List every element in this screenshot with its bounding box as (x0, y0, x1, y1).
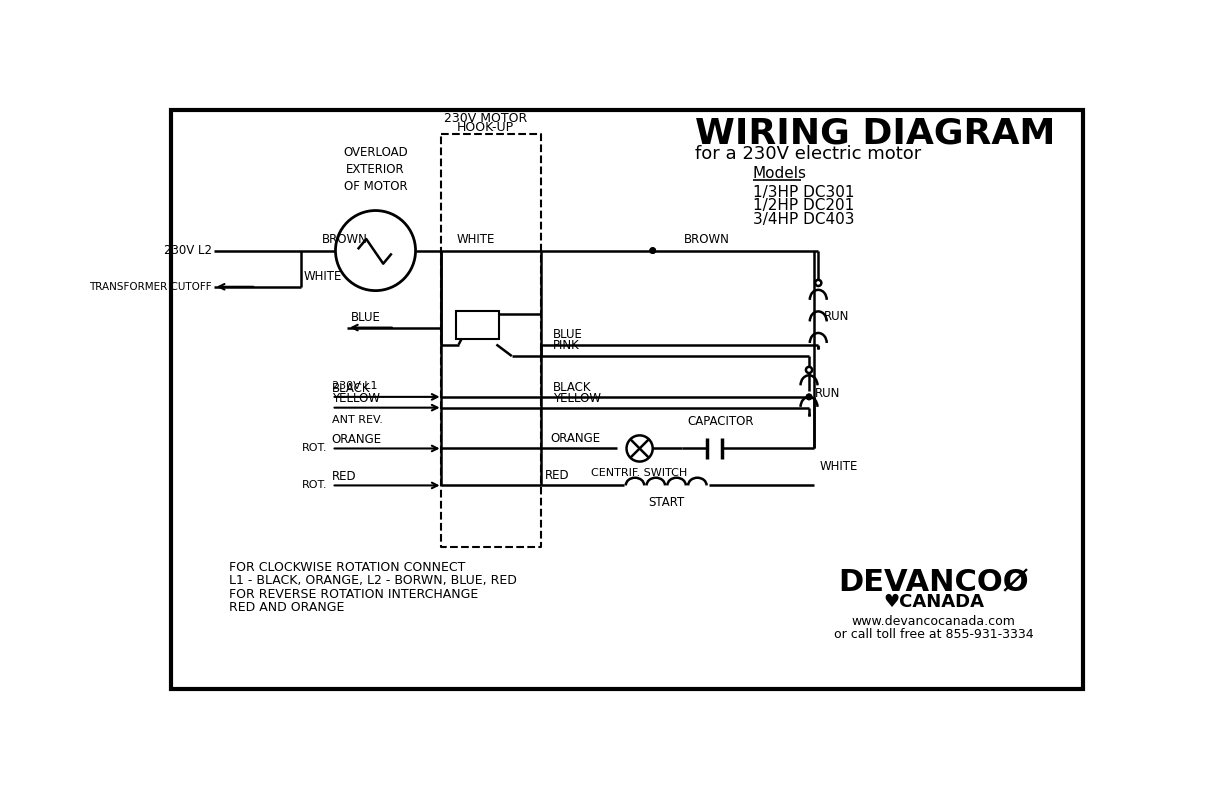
Text: BLUE: BLUE (351, 310, 381, 324)
Text: WHITE: WHITE (304, 270, 341, 283)
Text: YELLOW: YELLOW (552, 391, 601, 405)
Circle shape (807, 394, 812, 400)
Text: ORANGE: ORANGE (551, 432, 601, 445)
Text: HOOK-UP: HOOK-UP (457, 121, 514, 134)
Text: or call toll free at 855-931-3334: or call toll free at 855-931-3334 (834, 627, 1033, 641)
Text: BROWN: BROWN (322, 233, 367, 246)
FancyBboxPatch shape (171, 110, 1083, 690)
Text: FOR CLOCKWISE ROTATION CONNECT: FOR CLOCKWISE ROTATION CONNECT (229, 562, 465, 574)
Text: BLACK: BLACK (332, 382, 370, 394)
Text: START: START (649, 497, 684, 509)
Circle shape (650, 248, 655, 253)
Text: RED AND ORANGE: RED AND ORANGE (229, 600, 345, 614)
Text: Models: Models (753, 166, 807, 181)
Text: www.devancocanada.com: www.devancocanada.com (852, 615, 1016, 628)
Text: OVERLOAD
EXTERIOR
OF MOTOR: OVERLOAD EXTERIOR OF MOTOR (343, 146, 408, 192)
Text: for a 230V electric motor: for a 230V electric motor (695, 145, 922, 162)
Text: BLACK: BLACK (552, 381, 591, 394)
Text: ROT.: ROT. (301, 481, 327, 490)
Circle shape (650, 248, 655, 253)
Text: FOR REVERSE ROTATION INTERCHANGE: FOR REVERSE ROTATION INTERCHANGE (229, 588, 479, 600)
Text: BROWN: BROWN (683, 233, 730, 246)
Text: ROT.: ROT. (301, 444, 327, 454)
Text: DEVANCOØ: DEVANCOØ (838, 569, 1029, 598)
Text: TRANSFORMER CUTOFF: TRANSFORMER CUTOFF (89, 282, 212, 291)
Text: CAPACITOR: CAPACITOR (687, 416, 754, 428)
Text: ♥CANADA: ♥CANADA (884, 593, 984, 611)
Text: RUN: RUN (814, 386, 840, 399)
Text: 230V MOTOR: 230V MOTOR (444, 112, 528, 124)
Text: 1/3HP DC301: 1/3HP DC301 (753, 185, 854, 200)
Text: WIRING DIAGRAM: WIRING DIAGRAM (695, 116, 1055, 150)
Text: ANT REV.: ANT REV. (332, 415, 382, 425)
Text: 230V L2: 230V L2 (164, 244, 212, 257)
Text: CENTRIF. SWITCH: CENTRIF. SWITCH (591, 468, 688, 478)
Circle shape (815, 280, 821, 286)
Text: L1 - BLACK, ORANGE, L2 - BORWN, BLUE, RED: L1 - BLACK, ORANGE, L2 - BORWN, BLUE, RE… (229, 574, 517, 588)
Text: 1/2HP DC201: 1/2HP DC201 (753, 199, 854, 213)
Text: ORANGE: ORANGE (332, 433, 382, 446)
Circle shape (627, 436, 652, 462)
Text: 3/4HP DC403: 3/4HP DC403 (753, 212, 854, 227)
Text: RUN: RUN (824, 310, 849, 322)
Text: BLUE: BLUE (552, 328, 583, 341)
Text: 230V L1: 230V L1 (332, 381, 377, 391)
Circle shape (805, 367, 812, 373)
Circle shape (807, 394, 812, 400)
Circle shape (335, 211, 416, 291)
Text: RED: RED (332, 470, 356, 483)
Text: WHITE: WHITE (820, 459, 858, 473)
Text: WHITE: WHITE (457, 233, 494, 246)
Text: RED: RED (545, 470, 569, 482)
Text: YELLOW: YELLOW (332, 392, 379, 406)
FancyBboxPatch shape (457, 311, 499, 339)
Text: PINK: PINK (552, 339, 579, 352)
